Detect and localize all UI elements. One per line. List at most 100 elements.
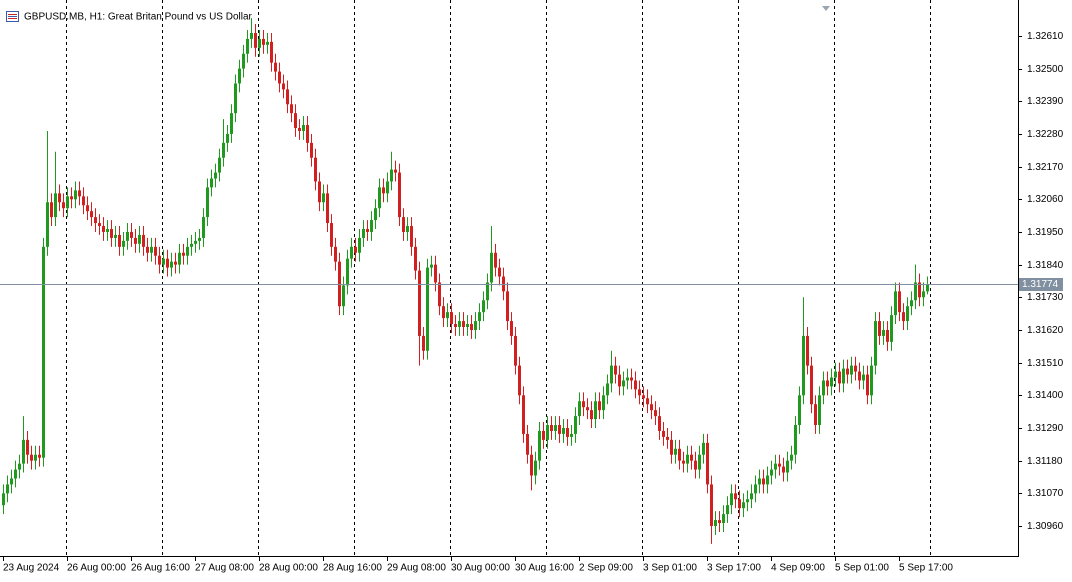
candle-body bbox=[274, 62, 277, 72]
candle-body bbox=[322, 193, 325, 203]
candle-body bbox=[118, 234, 121, 247]
candle-body bbox=[454, 324, 457, 328]
candle-body bbox=[794, 425, 797, 455]
candle-body bbox=[778, 463, 781, 467]
candle-body bbox=[530, 454, 533, 476]
candle-body bbox=[870, 365, 873, 396]
candle-body bbox=[126, 231, 129, 241]
candle-body bbox=[218, 157, 221, 173]
candle-body bbox=[854, 365, 857, 372]
candle-body bbox=[914, 282, 917, 301]
shift-marker bbox=[822, 6, 830, 11]
candle-body bbox=[798, 395, 801, 426]
candle-body bbox=[362, 228, 365, 238]
candle-body bbox=[170, 261, 173, 268]
candle-body bbox=[350, 246, 353, 259]
y-tick-label: 1.32500 bbox=[1027, 64, 1064, 75]
candle-body bbox=[910, 300, 913, 307]
candle-body bbox=[898, 291, 901, 313]
candle-body bbox=[774, 463, 777, 470]
candle-body bbox=[378, 187, 381, 209]
candle-body bbox=[734, 493, 737, 500]
candle-body bbox=[498, 267, 501, 277]
candle-body bbox=[546, 425, 549, 440]
candle-body bbox=[206, 187, 209, 218]
candle-body bbox=[514, 335, 517, 366]
candle-body bbox=[630, 377, 633, 381]
candle-body bbox=[714, 520, 717, 527]
candle-body bbox=[806, 335, 809, 366]
candle-body bbox=[482, 300, 485, 313]
candle-body bbox=[602, 395, 605, 411]
candle-body bbox=[558, 425, 561, 434]
candle-body bbox=[566, 427, 569, 437]
candle-body bbox=[562, 427, 565, 434]
candle-body bbox=[54, 193, 57, 218]
candle-body bbox=[506, 291, 509, 322]
candle-body bbox=[158, 255, 161, 265]
candle-body bbox=[874, 321, 877, 366]
candle-body bbox=[678, 448, 681, 461]
candle-body bbox=[114, 234, 117, 238]
candle-body bbox=[770, 469, 773, 476]
candle-body bbox=[670, 439, 673, 455]
candle-body bbox=[426, 267, 429, 351]
candle-body bbox=[430, 264, 433, 268]
candle-body bbox=[458, 321, 461, 328]
candle-body bbox=[398, 172, 401, 218]
candle-body bbox=[518, 365, 521, 396]
candle-body bbox=[226, 133, 229, 143]
candle-body bbox=[190, 243, 193, 247]
candle-body bbox=[90, 211, 93, 218]
candle-body bbox=[742, 502, 745, 509]
candle-body bbox=[22, 439, 25, 464]
candle-body bbox=[186, 246, 189, 256]
y-tick-label: 1.32060 bbox=[1027, 194, 1064, 205]
candle-body bbox=[102, 226, 105, 232]
candle-body bbox=[578, 401, 581, 417]
candles-layer bbox=[0, 18, 1018, 544]
candle-body bbox=[710, 484, 713, 527]
candle-body bbox=[406, 226, 409, 232]
x-tick-label: 5 Sep 01:00 bbox=[835, 563, 889, 574]
candle-body bbox=[882, 329, 885, 336]
y-tick-label: 1.31400 bbox=[1027, 390, 1064, 401]
candle-body bbox=[330, 223, 333, 247]
candle-body bbox=[318, 181, 321, 203]
candle-body bbox=[810, 365, 813, 405]
candle-body bbox=[906, 306, 909, 322]
candle-body bbox=[638, 389, 641, 396]
candle-body bbox=[598, 401, 601, 411]
candle-body bbox=[234, 83, 237, 114]
y-tick-label: 1.30960 bbox=[1027, 521, 1064, 532]
candle-body bbox=[310, 142, 313, 158]
candle-body bbox=[610, 365, 613, 384]
x-tick-label: 30 Aug 16:00 bbox=[515, 563, 574, 574]
candle-body bbox=[222, 142, 225, 158]
y-tick-label: 1.31180 bbox=[1027, 456, 1063, 467]
candle-body bbox=[490, 252, 493, 283]
candle-body bbox=[18, 463, 21, 470]
candle-body bbox=[818, 395, 821, 426]
candle-body bbox=[866, 374, 869, 396]
candle-body bbox=[26, 439, 29, 455]
candle-body bbox=[10, 478, 13, 485]
candle-body bbox=[434, 264, 437, 283]
x-tick-label: 26 Aug 00:00 bbox=[67, 563, 126, 574]
x-tick-label: 2 Sep 09:00 bbox=[579, 563, 633, 574]
candle-body bbox=[682, 460, 685, 464]
candle-body bbox=[134, 237, 137, 244]
x-tick-label: 27 Aug 08:00 bbox=[195, 563, 254, 574]
candle-body bbox=[478, 312, 481, 322]
candle-body bbox=[34, 454, 37, 461]
y-tick-label: 1.31510 bbox=[1027, 358, 1064, 369]
candle-body bbox=[262, 38, 265, 45]
candle-body bbox=[82, 196, 85, 206]
candle-body bbox=[642, 395, 645, 399]
candle-body bbox=[690, 454, 693, 461]
candle-body bbox=[830, 377, 833, 387]
y-tick-label: 1.32280 bbox=[1027, 129, 1064, 140]
candle-body bbox=[182, 252, 185, 256]
candle-body bbox=[246, 38, 249, 54]
candle-body bbox=[754, 484, 757, 494]
